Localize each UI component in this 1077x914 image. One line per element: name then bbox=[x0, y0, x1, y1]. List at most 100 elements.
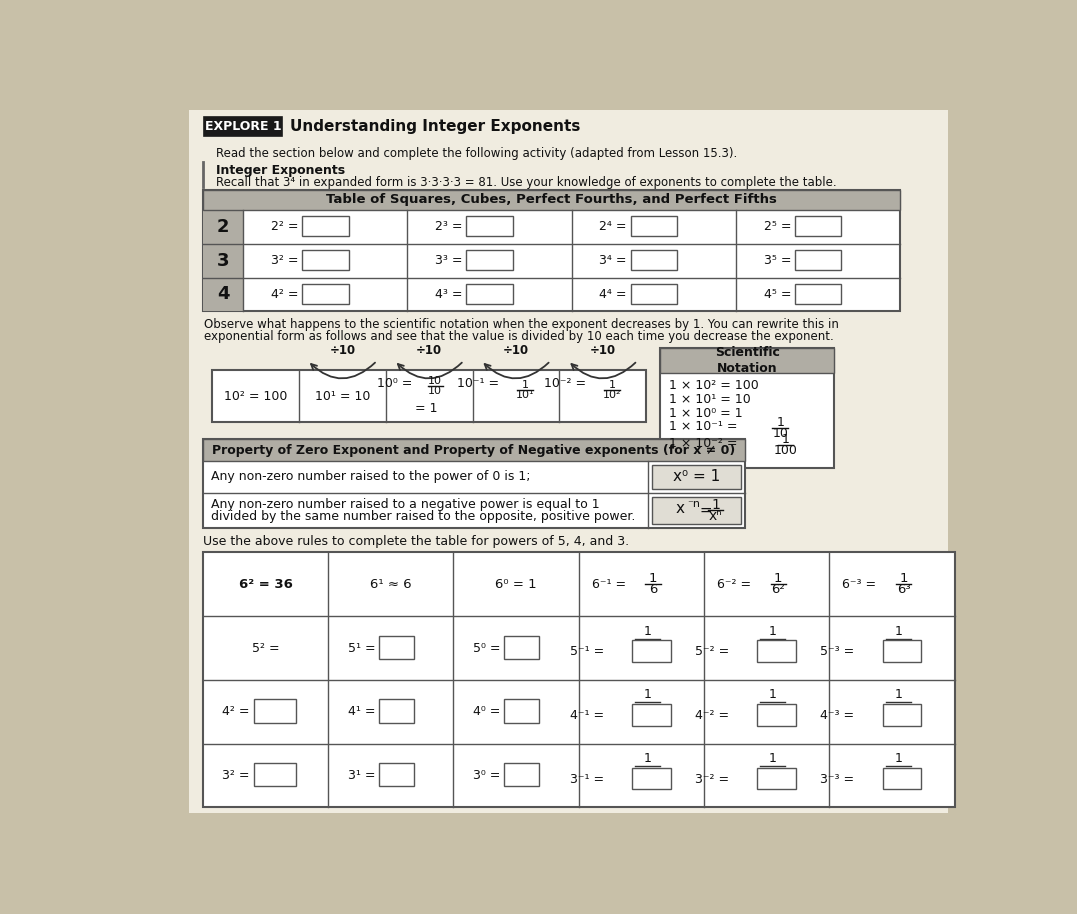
Text: 6²: 6² bbox=[771, 583, 785, 596]
Text: Understanding Integer Exponents: Understanding Integer Exponents bbox=[290, 119, 581, 134]
Text: 10⁰ =: 10⁰ = bbox=[377, 377, 412, 390]
Bar bbox=[660, 348, 835, 468]
Text: 4: 4 bbox=[216, 285, 229, 303]
Text: exponential form as follows and see that the value is divided by 10 each time yo: exponential form as follows and see that… bbox=[205, 330, 834, 343]
Text: 3⁻² =: 3⁻² = bbox=[695, 773, 729, 786]
Text: xⁿ: xⁿ bbox=[709, 509, 723, 523]
Text: 1: 1 bbox=[769, 752, 777, 765]
Text: 10: 10 bbox=[429, 376, 443, 386]
Bar bbox=[202, 440, 745, 461]
Text: 1: 1 bbox=[894, 752, 903, 765]
Text: 3: 3 bbox=[216, 251, 229, 270]
Text: 3⁰ =: 3⁰ = bbox=[473, 769, 501, 782]
Bar bbox=[653, 497, 741, 524]
Bar bbox=[466, 250, 513, 270]
Text: 6⁻³ =: 6⁻³ = bbox=[842, 578, 877, 590]
Text: 3⁻¹ =: 3⁻¹ = bbox=[570, 773, 604, 786]
Text: 10⁻² =: 10⁻² = bbox=[544, 377, 586, 390]
Text: 10²: 10² bbox=[603, 390, 621, 400]
Text: 5⁻² =: 5⁻² = bbox=[695, 645, 729, 658]
Text: 3¹ =: 3¹ = bbox=[348, 769, 375, 782]
Text: 1: 1 bbox=[894, 688, 903, 701]
Text: 5⁻³ =: 5⁻³ = bbox=[820, 645, 854, 658]
Text: 6⁰ = 1: 6⁰ = 1 bbox=[495, 578, 536, 590]
Text: 3³ =: 3³ = bbox=[435, 254, 462, 267]
Text: 6¹ ≈ 6: 6¹ ≈ 6 bbox=[370, 578, 411, 590]
Bar bbox=[632, 641, 671, 662]
Text: 4⁻³ =: 4⁻³ = bbox=[821, 709, 854, 722]
Text: 5⁻¹ =: 5⁻¹ = bbox=[570, 645, 604, 658]
Bar bbox=[795, 216, 841, 236]
Bar bbox=[202, 278, 243, 312]
Text: 3⁻³ =: 3⁻³ = bbox=[821, 773, 854, 786]
Text: Property of Zero Exponent and Property of Negative exponents (for x ≠ 0): Property of Zero Exponent and Property o… bbox=[212, 443, 736, 456]
Text: 1: 1 bbox=[609, 379, 616, 389]
Text: 2⁴ =: 2⁴ = bbox=[599, 220, 627, 233]
Text: 2: 2 bbox=[216, 218, 229, 236]
Text: 4⁵ =: 4⁵ = bbox=[764, 288, 791, 301]
Text: 4⁰ =: 4⁰ = bbox=[473, 706, 501, 718]
Text: 1: 1 bbox=[774, 572, 783, 585]
Text: 1: 1 bbox=[711, 498, 719, 512]
Text: 6⁻² =: 6⁻² = bbox=[717, 578, 751, 590]
Text: =: = bbox=[696, 503, 713, 518]
Text: 10: 10 bbox=[429, 387, 443, 397]
Bar bbox=[202, 210, 243, 244]
Bar bbox=[757, 768, 796, 790]
Bar bbox=[466, 283, 513, 303]
Bar bbox=[632, 704, 671, 726]
Text: 3² =: 3² = bbox=[270, 254, 298, 267]
Text: 1: 1 bbox=[644, 752, 652, 765]
Text: 1: 1 bbox=[777, 416, 784, 429]
Text: Use the above rules to complete the table for powers of 5, 4, and 3.: Use the above rules to complete the tabl… bbox=[202, 536, 629, 548]
Bar bbox=[883, 768, 922, 790]
Bar bbox=[883, 641, 922, 662]
Bar bbox=[202, 552, 954, 807]
Text: 10¹ = 10: 10¹ = 10 bbox=[314, 389, 370, 403]
Text: 3² =: 3² = bbox=[223, 769, 250, 782]
Text: 10¹: 10¹ bbox=[516, 390, 534, 400]
Text: Scientific
Notation: Scientific Notation bbox=[715, 346, 780, 376]
Text: 1: 1 bbox=[899, 572, 908, 585]
Bar bbox=[202, 440, 745, 527]
Bar bbox=[757, 641, 796, 662]
Bar bbox=[631, 216, 677, 236]
Text: 5⁰ =: 5⁰ = bbox=[473, 642, 501, 654]
Text: 1: 1 bbox=[769, 624, 777, 638]
Text: Table of Squares, Cubes, Perfect Fourths, and Perfect Fifths: Table of Squares, Cubes, Perfect Fourths… bbox=[326, 193, 777, 207]
Bar bbox=[302, 283, 349, 303]
Text: 4⁴ =: 4⁴ = bbox=[599, 288, 627, 301]
Text: 4³ =: 4³ = bbox=[435, 288, 462, 301]
Bar bbox=[504, 635, 540, 659]
Bar bbox=[212, 370, 646, 422]
Text: 100: 100 bbox=[773, 443, 798, 456]
Text: 1 × 10¹ = 10: 1 × 10¹ = 10 bbox=[670, 393, 751, 406]
Text: divided by the same number raised to the opposite, positive power.: divided by the same number raised to the… bbox=[211, 510, 635, 523]
Text: 6⁻¹ =: 6⁻¹ = bbox=[591, 578, 626, 590]
Text: 1: 1 bbox=[769, 688, 777, 701]
Bar bbox=[653, 464, 741, 489]
Text: 4⁻¹ =: 4⁻¹ = bbox=[570, 709, 604, 722]
Text: 2² =: 2² = bbox=[270, 220, 298, 233]
Text: 6³: 6³ bbox=[897, 583, 910, 596]
Text: Integer Exponents: Integer Exponents bbox=[216, 164, 345, 176]
Bar bbox=[660, 348, 835, 373]
Text: 6: 6 bbox=[648, 583, 657, 596]
Text: 10: 10 bbox=[772, 427, 788, 440]
Text: 10² = 100: 10² = 100 bbox=[224, 389, 288, 403]
Bar bbox=[202, 190, 900, 312]
Text: x: x bbox=[675, 502, 684, 516]
Text: Read the section below and complete the following activity (adapted from Lesson : Read the section below and complete the … bbox=[216, 146, 738, 160]
Text: ÷10: ÷10 bbox=[416, 345, 443, 357]
Bar bbox=[466, 216, 513, 236]
Bar bbox=[302, 216, 349, 236]
Bar bbox=[757, 704, 796, 726]
Text: = 1: = 1 bbox=[415, 402, 437, 415]
Bar bbox=[795, 250, 841, 270]
Text: ÷10: ÷10 bbox=[503, 345, 529, 357]
Bar bbox=[254, 699, 296, 722]
Text: 4² =: 4² = bbox=[270, 288, 298, 301]
Bar bbox=[254, 763, 296, 786]
Text: 1: 1 bbox=[521, 379, 529, 389]
Bar bbox=[379, 635, 414, 659]
